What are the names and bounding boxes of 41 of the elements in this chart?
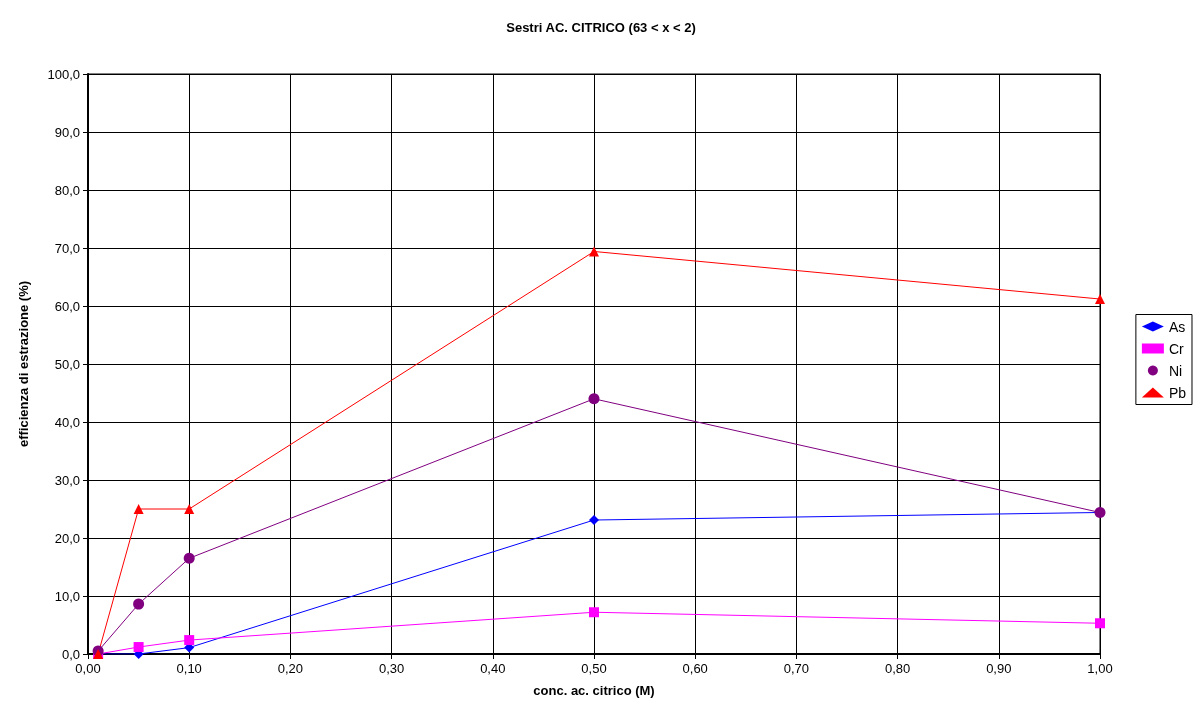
y-tick-label: 50,0: [54, 356, 80, 372]
legend-label: Pb: [1168, 384, 1187, 401]
point: [1095, 294, 1105, 305]
x-tick-label: 0,10: [176, 661, 202, 676]
x-tick-label: 0,30: [378, 661, 405, 676]
point: [184, 635, 195, 646]
y-tick-label: 100,0: [47, 66, 80, 82]
y-tick-label: 20,0: [54, 530, 80, 546]
legend-label: As: [1168, 318, 1186, 335]
point: [589, 515, 599, 526]
y-axis-title: efficienza di estrazione (%): [16, 280, 31, 448]
point: [133, 642, 144, 653]
point: [133, 504, 144, 514]
x-tick-label: 0,20: [277, 661, 304, 676]
point: [589, 246, 599, 257]
y-tick-label: 40,0: [54, 414, 80, 430]
legend-label: Cr: [1168, 340, 1184, 357]
y-tick-label: 70,0: [54, 240, 80, 256]
x-tick-label: 0,80: [884, 661, 911, 676]
y-tick-label: 0,0: [61, 646, 80, 662]
x-tick-label: 0,70: [783, 661, 810, 676]
x-tick-label: 0,90: [986, 661, 1012, 676]
y-tick-label: 10,0: [54, 588, 80, 604]
point: [589, 607, 599, 618]
point: [588, 393, 600, 405]
point: [133, 598, 145, 610]
x-tick-label: 0,00: [75, 661, 101, 676]
y-tick-label: 90,0: [54, 124, 80, 140]
y-tick-label: 80,0: [54, 182, 80, 198]
legend-label: Ni: [1168, 362, 1183, 379]
point: [1095, 618, 1105, 629]
x-tick-label: 0,50: [581, 661, 607, 676]
point: [183, 552, 195, 564]
x-tick-label: 1,00: [1087, 661, 1113, 676]
point: [184, 504, 195, 514]
y-tick-label: 60,0: [54, 298, 80, 314]
x-axis-title: conc. ac. citrico (M): [533, 683, 655, 698]
x-tick-label: 0,60: [682, 661, 708, 676]
chart-title: Sestri AC. CITRICO (63 < x < 2): [506, 20, 696, 35]
y-tick-label: 30,0: [54, 472, 80, 488]
x-tick-label: 0,40: [480, 661, 506, 676]
